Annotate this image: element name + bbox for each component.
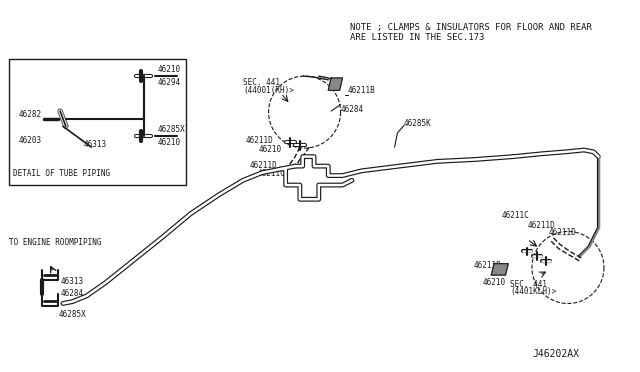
- Text: 46211C: 46211C: [257, 169, 285, 178]
- Text: 46210: 46210: [259, 145, 282, 154]
- Text: 46210: 46210: [157, 138, 181, 147]
- Text: 46313: 46313: [84, 140, 107, 148]
- Text: (44001(RH)>: (44001(RH)>: [243, 86, 294, 94]
- Polygon shape: [328, 78, 342, 90]
- Text: J46202AX: J46202AX: [532, 349, 579, 359]
- Text: TO ENGINE ROOMPIPING: TO ENGINE ROOMPIPING: [9, 238, 102, 247]
- Text: 46211D: 46211D: [250, 161, 277, 170]
- Text: NOTE ; CLAMPS & INSULATORS FOR FLOOR AND REAR: NOTE ; CLAMPS & INSULATORS FOR FLOOR AND…: [350, 23, 592, 32]
- Text: 46285X: 46285X: [157, 125, 186, 134]
- Text: DETAIL OF TUBE PIPING: DETAIL OF TUBE PIPING: [13, 169, 110, 179]
- Text: 46285X: 46285X: [58, 310, 86, 319]
- Polygon shape: [492, 264, 508, 275]
- Text: (4401KLH)>: (4401KLH)>: [510, 288, 556, 296]
- Text: 46210: 46210: [483, 278, 506, 287]
- Text: 46203: 46203: [19, 136, 42, 145]
- Text: 46211D: 46211D: [549, 228, 577, 237]
- Text: SEC. 441: SEC. 441: [243, 78, 280, 87]
- Text: 46211D: 46211D: [527, 221, 555, 230]
- Bar: [9, 59, 186, 185]
- Text: 46211B: 46211B: [348, 86, 375, 95]
- Text: 46211B: 46211B: [473, 261, 501, 270]
- Text: 46282: 46282: [19, 110, 42, 119]
- Text: 46211C: 46211C: [502, 211, 529, 220]
- Text: 46210: 46210: [157, 65, 181, 74]
- Text: SEC. 441: SEC. 441: [510, 280, 547, 289]
- Text: ARE LISTED IN THE SEC.173: ARE LISTED IN THE SEC.173: [350, 32, 484, 42]
- Text: 46285K: 46285K: [404, 119, 432, 128]
- Text: 46313: 46313: [61, 277, 84, 286]
- Text: 46294: 46294: [157, 78, 181, 87]
- Text: 46284: 46284: [340, 105, 364, 113]
- Text: 46211D: 46211D: [246, 136, 273, 145]
- Text: 46284: 46284: [61, 289, 84, 298]
